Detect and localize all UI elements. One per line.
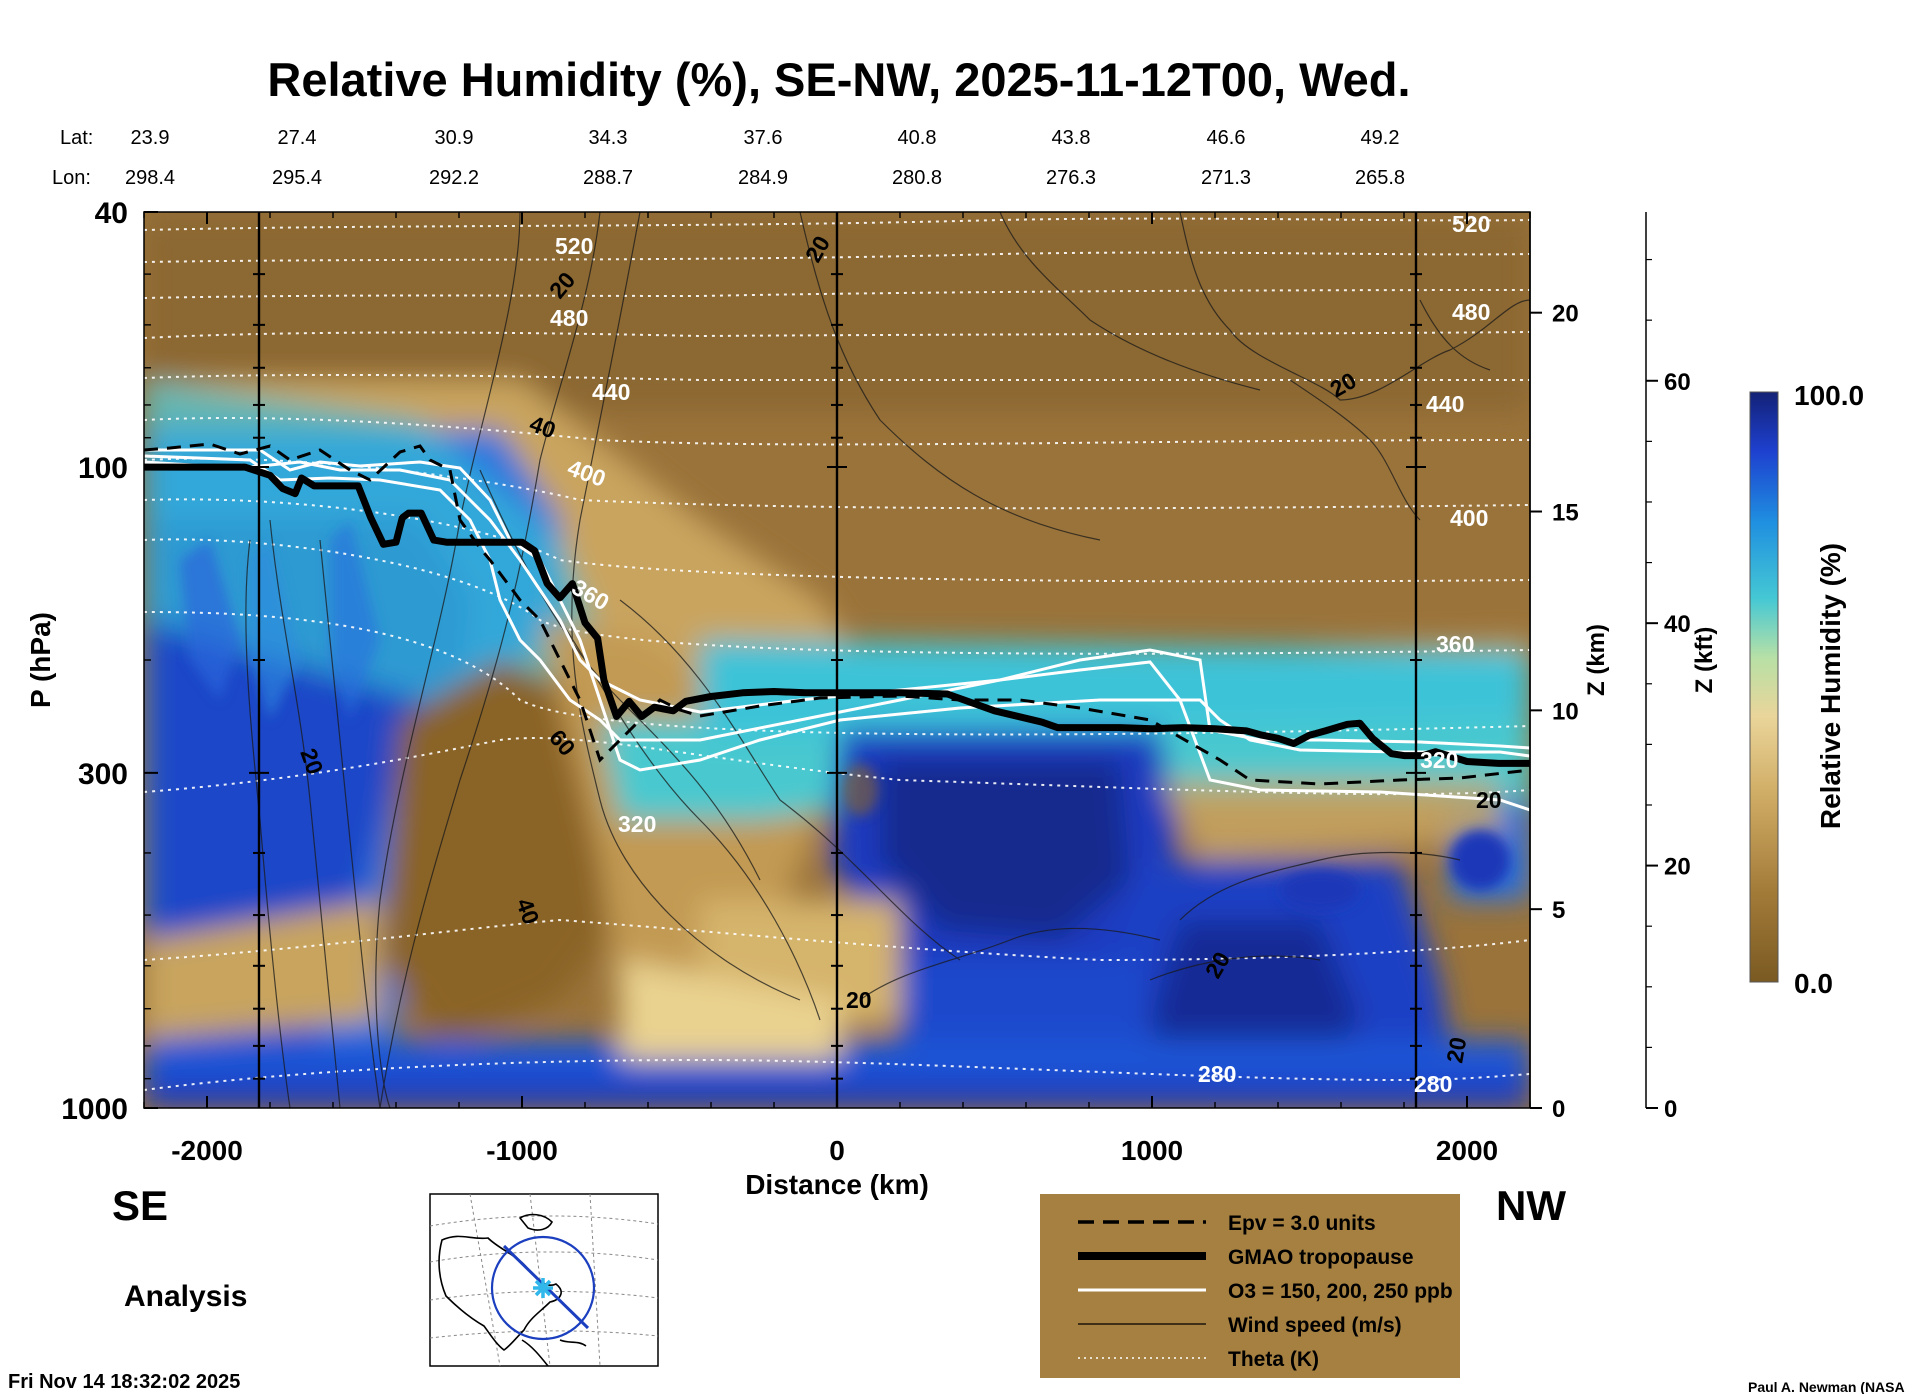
lat-value: 37.6 [744, 127, 783, 149]
p-tick-label: 40 [95, 197, 128, 230]
theta-label-480-left: 480 [550, 305, 588, 331]
y-axis-title: P (hPa) [25, 612, 56, 708]
wind-label-20-g: 20 [1441, 1035, 1471, 1065]
x-axis-title: Distance (km) [745, 1169, 929, 1200]
legend: Epv = 3.0 units GMAO tropopause O3 = 150, … [1040, 1194, 1460, 1378]
colorbar-min-label: 0.0 [1794, 968, 1833, 999]
lat-value: 46.6 [1207, 127, 1246, 149]
lon-value: 280.8 [892, 167, 942, 189]
p-tick-label: 300 [78, 758, 128, 791]
theta-label-280-right: 280 [1414, 1071, 1452, 1097]
x-tick-label: -1000 [486, 1135, 558, 1166]
colorbar-title: Relative Humidity (%) [1815, 543, 1846, 829]
lon-value: 265.8 [1355, 167, 1405, 189]
x-tick-label: 1000 [1121, 1135, 1183, 1166]
lat-value: 43.8 [1052, 127, 1091, 149]
zkm-tick-label: 10 [1552, 698, 1579, 725]
lon-value: 276.3 [1046, 167, 1096, 189]
p-tick-label: 1000 [61, 1093, 128, 1126]
pressure-axis: 40 100 300 1000 [61, 197, 158, 1126]
direction-se: SE [112, 1182, 168, 1229]
legend-label: Epv = 3.0 units [1228, 1212, 1376, 1235]
legend-box [1040, 1194, 1460, 1378]
legend-label: O3 = 150, 200, 250 ppb [1228, 1280, 1453, 1303]
zkft-tick-label: 40 [1664, 611, 1691, 638]
theta-contours [144, 217, 1530, 1091]
colorbar: 100.0 0.0 Relative Humidity (%) [1749, 380, 1864, 999]
lon-value: 292.2 [429, 167, 479, 189]
theta-label-480-right: 480 [1452, 299, 1490, 325]
theta-label-400-right: 400 [1450, 505, 1488, 531]
lat-lon-values: 23.9 27.4 30.9 34.3 37.6 40.8 43.8 46.6 49.2 298.… [125, 127, 1405, 189]
theta-label-280-mid: 280 [1198, 1061, 1236, 1087]
guide-ticks [249, 273, 1426, 1080]
zkm-tick-label: 15 [1552, 500, 1579, 527]
zkft-axis-title: Z (kft) [1691, 627, 1718, 694]
colorbar-gradient [1749, 391, 1779, 983]
z-kft-axis: 0 20 40 60 [1645, 212, 1691, 1123]
x-axis: -2000 -1000 0 1000 2000 [143, 212, 1531, 1166]
direction-nw: NW [1496, 1182, 1566, 1229]
theta-label-320-right: 320 [1420, 747, 1458, 773]
zkm-tick-label: 0 [1552, 1096, 1565, 1123]
legend-label: GMAO tropopause [1228, 1246, 1414, 1269]
zkft-tick-label: 20 [1664, 854, 1691, 881]
legend-label: Wind speed (m/s) [1228, 1314, 1402, 1337]
theta-label-520-right: 520 [1452, 211, 1490, 237]
gmao-tropopause-line [144, 463, 1530, 767]
lat-value: 30.9 [435, 127, 474, 149]
zkm-axis-title: Z (km) [1583, 624, 1610, 696]
lat-value: 23.9 [131, 127, 170, 149]
lon-header-label: Lon: [52, 167, 91, 189]
chart-title: Relative Humidity (%), SE-NW, 2025-11-12… [267, 53, 1410, 106]
lon-value: 271.3 [1201, 167, 1251, 189]
lon-value: 298.4 [125, 167, 175, 189]
lat-header-label: Lat: [60, 127, 93, 149]
x-tick-label: 2000 [1436, 1135, 1498, 1166]
lat-value: 34.3 [589, 127, 628, 149]
lat-value: 27.4 [278, 127, 317, 149]
epv-contour [144, 442, 1530, 786]
footer-timestamp: Fri Nov 14 18:32:02 2025 [8, 1371, 240, 1393]
x-tick-label: 0 [829, 1135, 845, 1166]
z-km-axis: 0 5 10 15 20 [1529, 212, 1579, 1123]
globe-map-icon [429, 1193, 659, 1367]
p-tick-label: 100 [78, 452, 128, 485]
theta-label-440-left: 440 [592, 379, 630, 405]
theta-label-320-left: 320 [618, 811, 656, 837]
legend-label: Theta (K) [1228, 1348, 1319, 1371]
footer-credit: Paul A. Newman (NASA [1748, 1379, 1905, 1394]
lon-value: 295.4 [272, 167, 322, 189]
analysis-label: Analysis [124, 1280, 247, 1313]
x-tick-label: -2000 [171, 1135, 243, 1166]
zkm-tick-label: 5 [1552, 897, 1565, 924]
zkm-tick-label: 20 [1552, 301, 1579, 328]
lon-value: 288.7 [583, 167, 633, 189]
colorbar-max-label: 100.0 [1794, 380, 1864, 411]
theta-label-440-right: 440 [1426, 391, 1464, 417]
theta-label-360-right: 360 [1436, 631, 1474, 657]
lon-value: 284.9 [738, 167, 788, 189]
lat-value: 40.8 [898, 127, 937, 149]
lat-lon-header: Lat: Lon: 23.9 27.4 30.9 34.3 37.6 40.8 43.8 46… [52, 127, 1405, 189]
zkft-tick-label: 60 [1664, 369, 1691, 396]
wind-label-20-e: 20 [846, 987, 872, 1013]
zkft-tick-label: 0 [1664, 1096, 1677, 1123]
theta-label-520-left: 520 [555, 233, 593, 259]
wind-label-20-h: 20 [1476, 787, 1502, 813]
lat-value: 49.2 [1361, 127, 1400, 149]
